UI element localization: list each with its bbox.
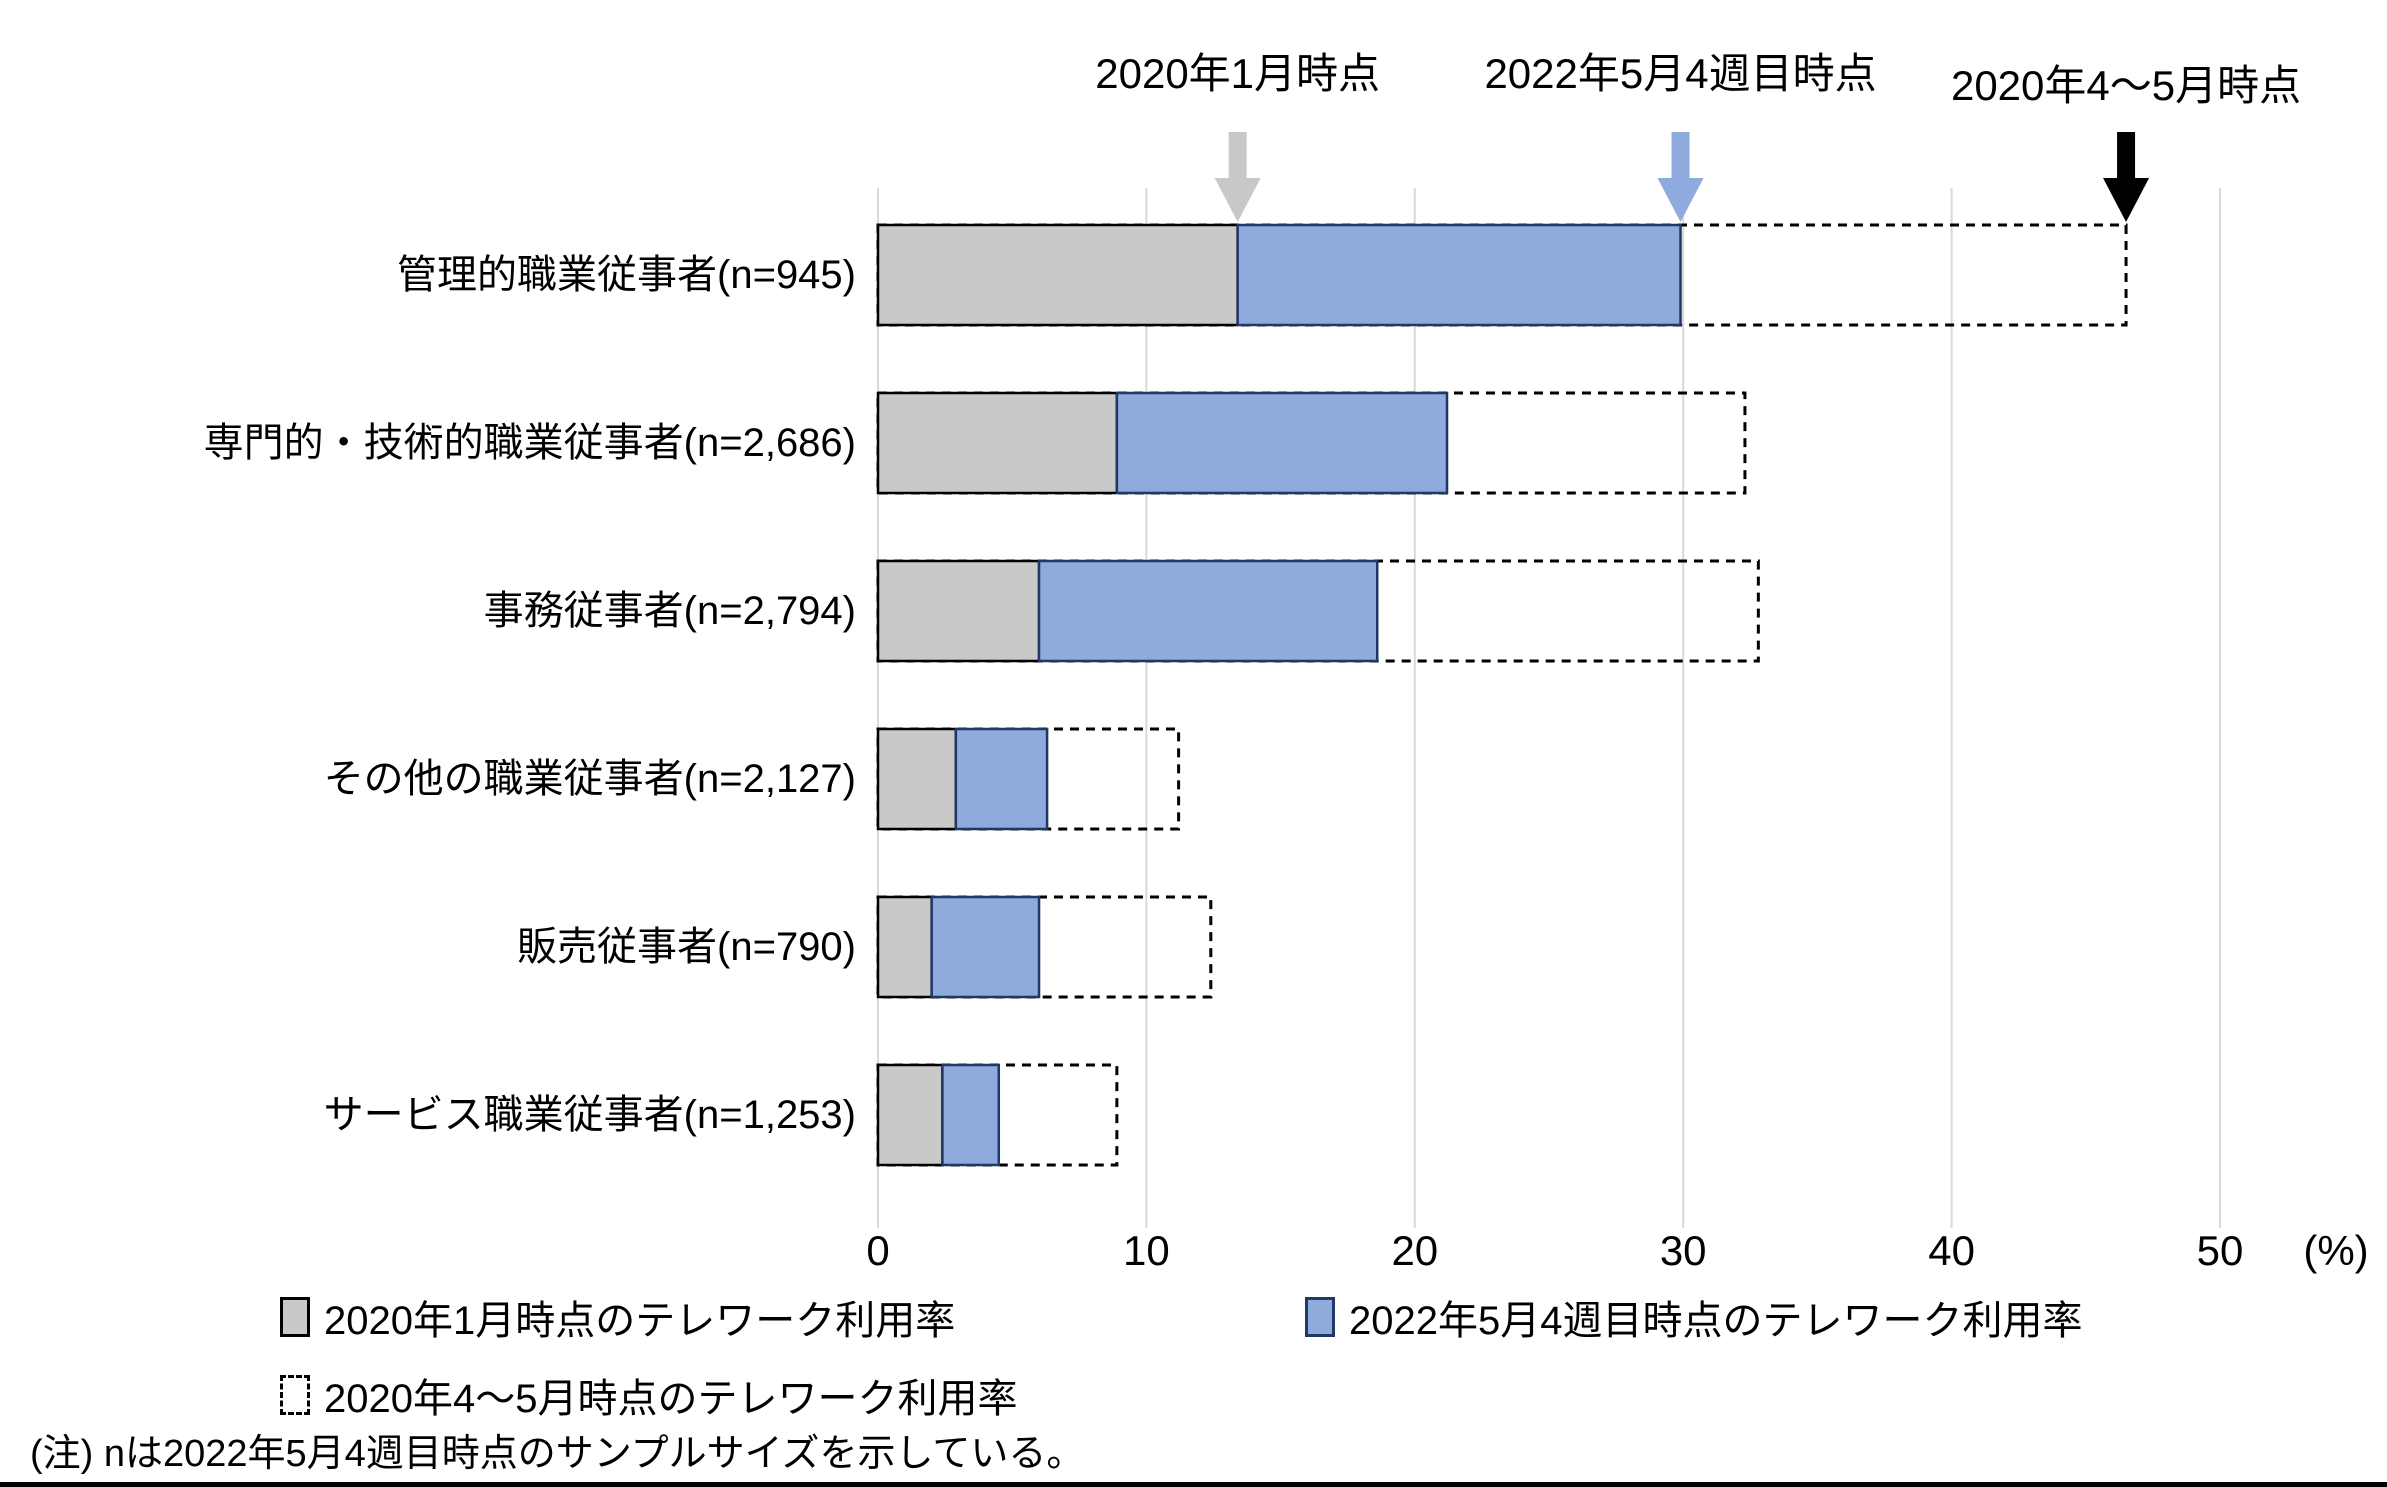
gray-legend-swatch-icon	[280, 1297, 310, 1337]
bar-jan2020	[876, 559, 1041, 663]
category-label: 販売従事者(n=790)	[517, 925, 856, 969]
legend-item-jan2020: 2020年1月時点のテレワーク利用率	[280, 1288, 955, 1346]
bar-may2022	[1037, 559, 1379, 663]
footnote: (注) nは2022年5月4週目時点のサンプルサイズを示している。	[30, 1433, 1085, 1475]
bar-may2022	[954, 727, 1049, 831]
annotation-label: 2022年5月4週目時点	[1484, 50, 1876, 97]
bar-jan2020	[876, 1063, 944, 1167]
x-tick-label: 40	[1928, 1227, 1975, 1274]
annotation-arrow-down-icon	[2103, 132, 2150, 222]
blue-legend-swatch-icon	[1305, 1297, 1335, 1337]
legend-label-jan2020: 2020年1月時点のテレワーク利用率	[324, 1299, 956, 1343]
x-tick-label: 30	[1660, 1227, 1707, 1274]
dashed-legend-swatch-icon	[280, 1375, 310, 1415]
bar-jan2020	[876, 223, 1239, 327]
category-label: サービス職業従事者(n=1,253)	[324, 1093, 856, 1137]
annotation-arrow-down-icon	[1657, 132, 1704, 222]
x-tick-label: 20	[1391, 1227, 1438, 1274]
category-label: 管理的職業従事者(n=945)	[397, 253, 856, 297]
category-label: 専門的・技術的職業従事者(n=2,686)	[204, 421, 856, 465]
annotation-label: 2020年1月時点	[1095, 50, 1380, 97]
category-label: 事務従事者(n=2,794)	[484, 589, 856, 633]
bar-may2022	[941, 1063, 1001, 1167]
bar-jan2020	[876, 895, 933, 999]
bar-may2022	[1236, 223, 1682, 327]
x-axis-unit-label: (%)	[2303, 1227, 2368, 1274]
x-tick-label: 0	[866, 1227, 889, 1274]
legend-label-aprmay2020: 2020年4〜5月時点のテレワーク利用率	[324, 1377, 1018, 1421]
annotation-arrow-down-icon	[1214, 132, 1261, 222]
bar-jan2020	[876, 391, 1119, 495]
x-tick-label: 10	[1123, 1227, 1170, 1274]
x-tick-label: 50	[2197, 1227, 2244, 1274]
legend-label-may2022: 2022年5月4週目時点のテレワーク利用率	[1349, 1299, 2083, 1343]
bar-jan2020	[876, 727, 958, 831]
legend-item-may2022: 2022年5月4週目時点のテレワーク利用率	[1305, 1288, 2082, 1346]
legend-item-aprmay2020: 2020年4〜5月時点のテレワーク利用率	[280, 1366, 1017, 1424]
category-label: その他の職業従事者(n=2,127)	[324, 757, 856, 801]
bar-may2022	[930, 895, 1041, 999]
bar-may2022	[1115, 391, 1449, 495]
annotation-label: 2020年4〜5月時点	[1951, 62, 2301, 109]
bar-aprmay2020-outline	[876, 895, 1213, 999]
